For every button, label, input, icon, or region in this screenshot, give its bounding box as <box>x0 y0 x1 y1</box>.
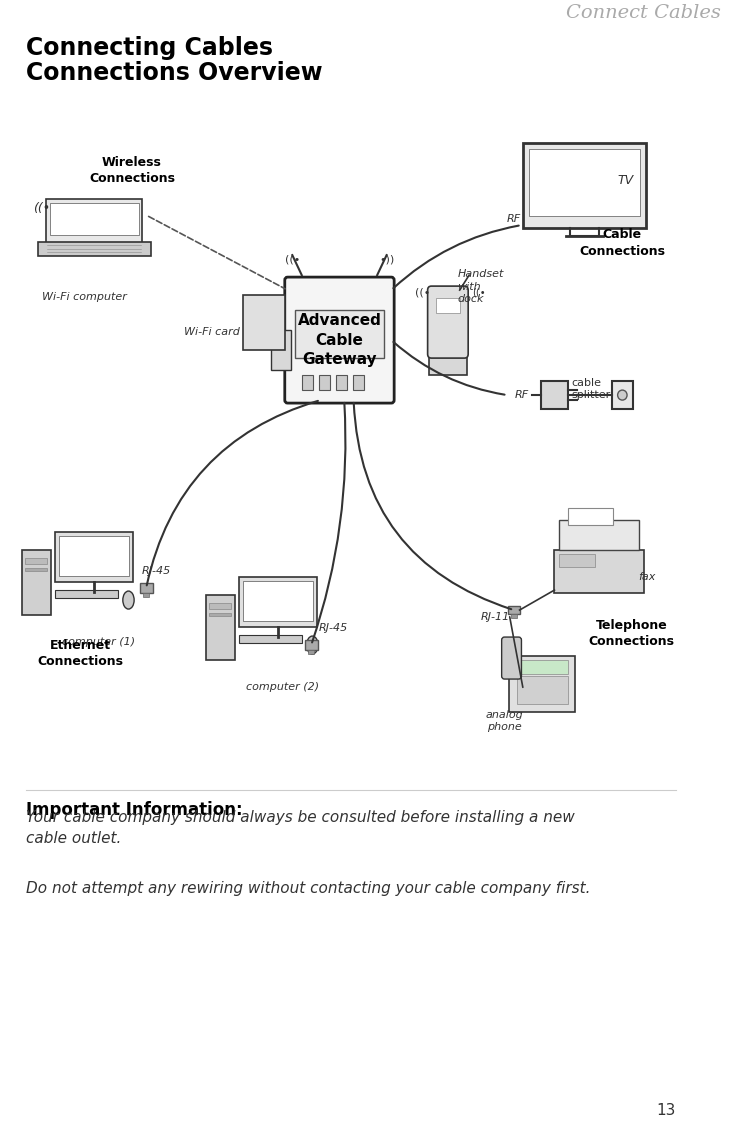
Bar <box>554 550 644 593</box>
Text: fax: fax <box>638 573 656 582</box>
Text: Cable
Connections: Cable Connections <box>580 228 665 258</box>
Text: RF: RF <box>507 214 521 224</box>
Bar <box>244 295 285 350</box>
Bar <box>143 593 149 598</box>
FancyBboxPatch shape <box>501 637 522 679</box>
Bar <box>25 568 47 571</box>
Bar <box>542 381 568 409</box>
Bar <box>270 331 291 370</box>
Bar <box>308 650 314 654</box>
Bar <box>559 554 595 567</box>
Bar <box>59 536 130 576</box>
Text: analog
phone: analog phone <box>486 710 523 732</box>
Text: computer (1): computer (1) <box>63 637 136 648</box>
Text: Wireless
Connections: Wireless Connections <box>89 156 175 185</box>
Bar <box>319 375 330 390</box>
Bar <box>243 582 314 621</box>
Bar <box>429 356 467 375</box>
Bar <box>517 676 568 704</box>
Text: cable
splitter: cable splitter <box>571 378 611 400</box>
Bar <box>209 613 231 616</box>
Bar <box>336 375 347 390</box>
Bar <box>139 583 153 593</box>
Bar <box>302 375 313 390</box>
Text: •)): •)) <box>379 254 394 264</box>
Circle shape <box>618 390 627 400</box>
Bar <box>568 508 613 525</box>
FancyBboxPatch shape <box>428 286 468 358</box>
Bar <box>612 381 633 409</box>
Bar <box>239 577 317 627</box>
Bar <box>206 595 235 660</box>
Bar <box>209 603 231 609</box>
Bar <box>50 203 139 235</box>
Text: ((•: ((• <box>285 254 300 264</box>
Text: TV: TV <box>618 174 634 186</box>
Text: Handset
with
dock: Handset with dock <box>457 269 504 304</box>
Bar <box>46 199 142 243</box>
FancyBboxPatch shape <box>285 277 394 403</box>
Bar <box>38 242 151 256</box>
Bar <box>295 310 384 358</box>
Text: RF: RF <box>515 390 529 400</box>
Text: Do not attempt any rewiring without contacting your cable company first.: Do not attempt any rewiring without cont… <box>26 882 591 896</box>
Bar <box>55 590 118 598</box>
Ellipse shape <box>307 636 318 654</box>
Bar <box>559 520 639 550</box>
Text: Wi-Fi computer: Wi-Fi computer <box>42 292 127 302</box>
Bar <box>25 558 47 565</box>
Text: computer (2): computer (2) <box>247 682 320 692</box>
Bar <box>508 607 519 615</box>
Text: Your cable company should always be consulted before installing a new
cable outl: Your cable company should always be cons… <box>26 810 575 846</box>
Text: Connect Cables: Connect Cables <box>565 5 720 22</box>
Bar <box>517 660 568 675</box>
Bar <box>529 149 640 216</box>
Text: 13: 13 <box>657 1103 676 1118</box>
Text: Connecting Cables: Connecting Cables <box>26 36 273 60</box>
Text: Telephone
Connections: Telephone Connections <box>589 619 675 648</box>
Text: RJ-11: RJ-11 <box>481 612 510 623</box>
Bar <box>509 657 575 712</box>
Bar <box>305 640 318 650</box>
Bar <box>352 375 364 390</box>
Text: Important Information:: Important Information: <box>26 801 243 819</box>
Bar <box>264 637 292 642</box>
Bar <box>523 143 646 227</box>
Text: ((•: ((• <box>472 287 486 298</box>
Bar <box>436 298 460 314</box>
Text: RJ-45: RJ-45 <box>319 623 348 633</box>
Text: Connections Overview: Connections Overview <box>26 61 323 85</box>
Bar <box>80 592 109 598</box>
Text: ((•: ((• <box>33 202 50 216</box>
Ellipse shape <box>123 591 134 609</box>
Bar <box>55 532 133 582</box>
Text: ((•: ((• <box>415 287 430 298</box>
Bar <box>239 635 302 643</box>
Text: Advanced
Cable
Gateway: Advanced Cable Gateway <box>297 312 381 367</box>
Text: Ethernet
Connections: Ethernet Connections <box>37 640 123 668</box>
Text: Wi-Fi card: Wi-Fi card <box>184 327 240 337</box>
Bar <box>511 615 517 618</box>
Bar <box>22 550 51 615</box>
Text: RJ-45: RJ-45 <box>142 566 171 576</box>
